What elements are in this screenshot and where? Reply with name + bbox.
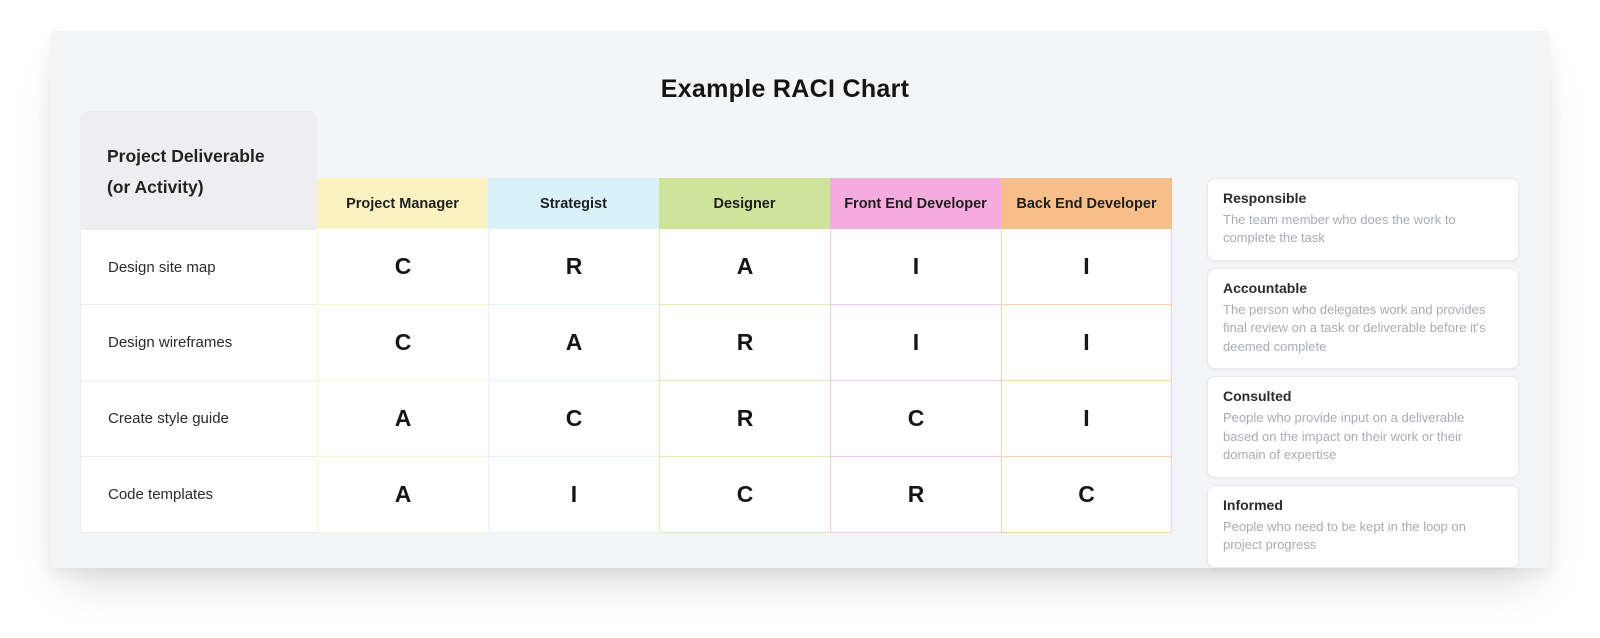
- raci-cell: R: [659, 305, 830, 381]
- raci-cell: R: [488, 229, 659, 305]
- table-corner-spacer: [80, 178, 317, 229]
- raci-cell: C: [488, 381, 659, 457]
- row-label-code-templates: Code templates: [80, 457, 317, 533]
- legend-description: People who provide input on a deliverabl…: [1223, 410, 1465, 463]
- legend-description: The person who delegates work and provid…: [1223, 301, 1486, 354]
- legend-title: Accountable: [1223, 279, 1308, 296]
- raci-cell: C: [317, 229, 488, 305]
- raci-cell: C: [1001, 457, 1172, 533]
- raci-cell: I: [1001, 305, 1172, 381]
- legend-card-informed: Informed People who need to be kept in t…: [1207, 484, 1519, 568]
- legend-card-consulted: Consulted People who provide input on a …: [1207, 376, 1519, 478]
- legend: Responsible The team member who does the…: [1207, 178, 1519, 568]
- legend-card-accountable: Accountable The person who delegates wor…: [1207, 267, 1519, 370]
- raci-cell: R: [659, 381, 830, 457]
- raci-cell: I: [830, 229, 1001, 305]
- raci-cell: I: [830, 305, 1001, 381]
- raci-cell: I: [1001, 381, 1172, 457]
- row-label-create-style-guide: Create style guide: [80, 381, 317, 457]
- raci-cell: A: [488, 305, 659, 381]
- deliverable-header: Project Deliverable (or Activity): [80, 111, 317, 229]
- raci-cell: C: [830, 381, 1001, 457]
- legend-title: Informed: [1223, 496, 1283, 513]
- row-label-design-site-map: Design site map: [80, 229, 317, 305]
- raci-cell: I: [1001, 229, 1172, 305]
- raci-cell: A: [317, 381, 488, 457]
- column-header-designer: Designer: [659, 178, 830, 229]
- raci-cell: C: [317, 305, 488, 381]
- raci-cell: I: [488, 457, 659, 533]
- legend-description: People who need to be kept in the loop o…: [1223, 518, 1466, 553]
- legend-title: Responsible: [1223, 190, 1307, 206]
- deliverable-header-line2: (or Activity): [107, 177, 204, 197]
- column-header-back-end-developer: Back End Developer: [1001, 178, 1172, 229]
- raci-cell: R: [830, 457, 1001, 533]
- raci-table: Project Manager Strategist Designer Fron…: [80, 178, 1172, 533]
- legend-card-responsible: Responsible The team member who does the…: [1207, 178, 1519, 261]
- legend-description: The team member who does the work to com…: [1223, 212, 1456, 246]
- legend-title: Consulted: [1223, 388, 1292, 405]
- deliverable-header-line1: Project Deliverable: [107, 146, 265, 166]
- raci-cell: A: [317, 457, 488, 533]
- column-header-strategist: Strategist: [488, 178, 659, 229]
- raci-cell: A: [659, 229, 830, 305]
- page-title: Example RACI Chart: [660, 75, 910, 103]
- raci-cell: C: [659, 457, 830, 533]
- raci-card: Example RACI Chart Project Deliverable (…: [50, 31, 1550, 568]
- row-label-design-wireframes: Design wireframes: [80, 305, 317, 381]
- column-header-project-manager: Project Manager: [317, 178, 488, 229]
- column-header-front-end-developer: Front End Developer: [830, 178, 1001, 229]
